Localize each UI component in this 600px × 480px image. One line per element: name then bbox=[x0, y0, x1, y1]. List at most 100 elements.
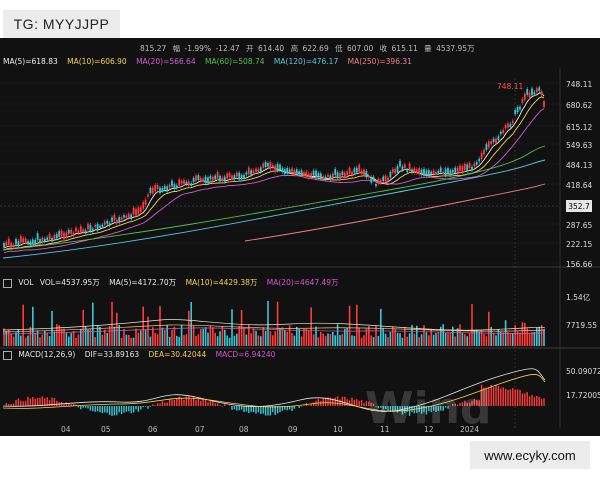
candle-body bbox=[363, 169, 365, 176]
candle-body bbox=[473, 163, 476, 167]
volume-bar bbox=[128, 334, 130, 346]
candle-body bbox=[108, 222, 111, 226]
candle-body bbox=[288, 169, 291, 172]
macd-bar bbox=[418, 406, 420, 412]
volume-panel-toggle[interactable] bbox=[3, 278, 12, 288]
volume-bar bbox=[502, 332, 504, 346]
candle-body bbox=[312, 170, 315, 176]
volume-bar bbox=[27, 335, 29, 346]
volume-tick: 1.54亿 bbox=[566, 292, 591, 302]
candle-body bbox=[413, 168, 416, 173]
candle-body bbox=[305, 171, 308, 177]
candle-body bbox=[487, 141, 490, 148]
macd-bar bbox=[473, 398, 476, 406]
candle-body bbox=[543, 101, 545, 108]
macd-bar bbox=[214, 403, 216, 406]
macd-bar bbox=[384, 406, 387, 410]
candle-body bbox=[523, 93, 526, 100]
macd-bar bbox=[428, 406, 430, 411]
candle-body bbox=[471, 166, 473, 171]
macd-histogram bbox=[3, 384, 545, 416]
quote-change-abs: -12.47 bbox=[215, 44, 240, 53]
volume-bar bbox=[68, 336, 70, 346]
price-chart-canvas[interactable]: Wind 748.11 680.62 615.12 549.63 484.13 … bbox=[0, 38, 600, 436]
volume-bar bbox=[29, 326, 32, 346]
macd-bar bbox=[399, 406, 401, 411]
volume-bar bbox=[519, 332, 521, 346]
candle-body bbox=[113, 214, 116, 221]
volume-bar bbox=[243, 328, 245, 346]
candle-body bbox=[238, 172, 241, 180]
macd-bar bbox=[509, 389, 512, 406]
macd-bar bbox=[276, 406, 279, 414]
macd-bar bbox=[257, 406, 260, 413]
volume-bar bbox=[526, 328, 528, 346]
macd-bar bbox=[497, 385, 500, 406]
macd-bar bbox=[89, 406, 92, 411]
volume-bar bbox=[466, 336, 468, 346]
volume-bar bbox=[216, 336, 219, 346]
macd-bar bbox=[219, 405, 221, 406]
macd-bar bbox=[142, 406, 144, 408]
macd-bar bbox=[336, 396, 339, 406]
macd-bar bbox=[416, 406, 418, 413]
candle-body bbox=[427, 170, 430, 174]
volume-bar bbox=[130, 337, 132, 346]
volume-bar bbox=[207, 332, 209, 346]
volume-bar bbox=[84, 326, 87, 346]
volume-bar bbox=[101, 334, 104, 346]
volume-bar bbox=[351, 335, 353, 346]
volume-bar bbox=[488, 311, 490, 346]
macd-bar bbox=[363, 403, 365, 406]
candle-body bbox=[139, 207, 142, 212]
macd-bar bbox=[113, 406, 116, 416]
volume-bar bbox=[497, 328, 500, 346]
candle-body bbox=[130, 214, 133, 220]
macd-bar bbox=[437, 406, 440, 412]
volume-bar bbox=[334, 335, 336, 346]
stock-chart-window[interactable]: 815.27 幅 -1.99% -12.47 开 614.40 高 622.69… bbox=[0, 38, 600, 436]
volume-bar bbox=[96, 325, 99, 346]
volume-bar bbox=[279, 327, 281, 346]
quote-open-label: 开 bbox=[246, 44, 254, 53]
macd-panel-toggle[interactable] bbox=[3, 350, 12, 360]
macd-bar bbox=[96, 406, 99, 412]
quote-close: 615.11 bbox=[391, 44, 418, 53]
macd-bar bbox=[8, 404, 10, 406]
candle-body bbox=[235, 172, 238, 177]
volume-bar bbox=[404, 326, 406, 346]
website-url-badge[interactable]: www.ecyky.com bbox=[470, 441, 590, 469]
x-tick: 12 bbox=[424, 425, 434, 434]
macd-bar bbox=[320, 401, 322, 406]
candle-body bbox=[437, 170, 440, 174]
candle-body bbox=[317, 173, 320, 178]
macd-bar bbox=[485, 387, 488, 406]
candle-body bbox=[516, 107, 519, 113]
candle-body bbox=[276, 163, 279, 171]
volume-bar bbox=[22, 304, 24, 346]
ma250-line bbox=[244, 183, 546, 242]
candle-body bbox=[103, 221, 106, 225]
macd-bar bbox=[161, 401, 164, 406]
volume-ma20-line bbox=[2, 327, 546, 335]
volume-bar bbox=[372, 337, 375, 346]
macd-bar bbox=[159, 403, 161, 406]
volume-bar bbox=[440, 326, 442, 346]
quote-close-label: 收 bbox=[379, 44, 388, 53]
volume-bar bbox=[339, 335, 341, 346]
volume-bar bbox=[152, 327, 154, 346]
macd-bar bbox=[120, 406, 123, 415]
macd-bar bbox=[540, 398, 543, 406]
volume-bar bbox=[286, 331, 288, 346]
macd-bar bbox=[339, 399, 341, 406]
macd-bar bbox=[401, 406, 404, 415]
macd-bar bbox=[228, 405, 231, 406]
volume-bar bbox=[72, 330, 75, 346]
volume-bar bbox=[524, 322, 526, 346]
candle-body bbox=[259, 167, 262, 172]
macd-bar bbox=[430, 406, 432, 413]
candle-body bbox=[379, 180, 382, 184]
volume-bar bbox=[202, 328, 204, 346]
candle-body bbox=[75, 227, 77, 232]
candle-body bbox=[22, 238, 25, 243]
